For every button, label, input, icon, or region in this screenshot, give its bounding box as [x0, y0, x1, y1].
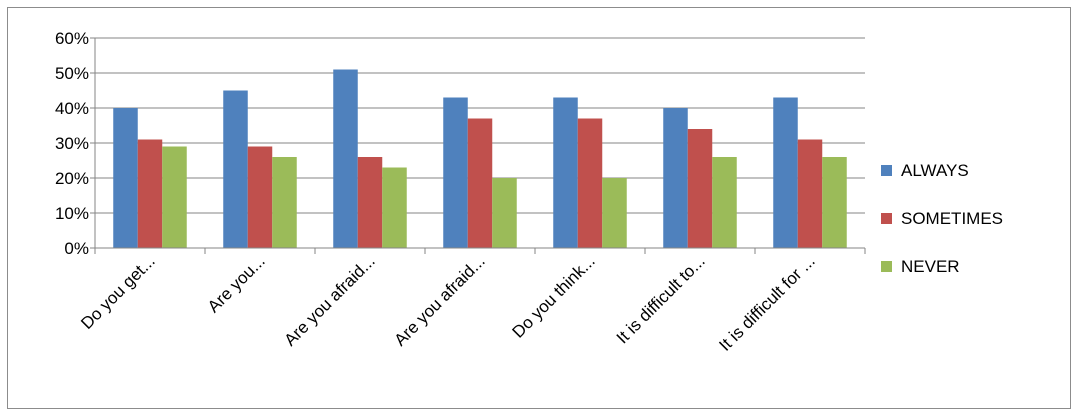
x-category-label: Do you think...: [509, 251, 599, 341]
bar: [382, 167, 407, 248]
bar: [602, 178, 627, 248]
legend: ALWAYS SOMETIMES NEVER: [881, 161, 1003, 276]
x-category-label: Do you get...: [77, 251, 159, 333]
y-tick-label: 40%: [55, 99, 89, 118]
bar: [663, 108, 688, 248]
bar: [492, 178, 517, 248]
legend-label: NEVER: [901, 257, 960, 276]
y-tick-label: 10%: [55, 204, 89, 223]
y-tick-label: 0%: [64, 239, 89, 258]
bar: [223, 90, 248, 248]
bar: [357, 157, 383, 248]
x-axis-category-labels: Do you get... Are you... Are you afraid...…: [77, 251, 819, 354]
y-tick-label: 60%: [55, 29, 89, 48]
bar: [712, 157, 737, 248]
bar: [333, 69, 358, 248]
legend-swatch: [881, 213, 892, 224]
bar: [137, 139, 163, 248]
bar: [797, 139, 823, 248]
legend-label: ALWAYS: [901, 161, 969, 180]
bar: [113, 108, 138, 248]
bar: [443, 97, 468, 248]
bar: [773, 97, 798, 248]
y-axis-tick-labels: 0% 10% 20% 30% 40% 50% 60%: [55, 29, 89, 258]
x-category-label: Are you afraid...: [391, 251, 489, 349]
y-tick-label: 20%: [55, 169, 89, 188]
bar: [687, 129, 713, 248]
x-category-label: Are you afraid...: [281, 251, 379, 349]
bar: [822, 157, 847, 248]
legend-label: SOMETIMES: [901, 209, 1003, 228]
y-tick-label: 50%: [55, 64, 89, 83]
legend-swatch: [881, 165, 892, 176]
bar: [577, 118, 603, 248]
x-category-label: Are you...: [204, 251, 269, 316]
y-tick-label: 30%: [55, 134, 89, 153]
bar: [553, 97, 578, 248]
bar: [162, 146, 187, 248]
axes: [90, 37, 866, 254]
x-category-label: It is difficult for ...: [715, 251, 818, 354]
bar: [467, 118, 493, 248]
x-category-label: It is difficult to...: [613, 251, 709, 347]
bar: [272, 157, 297, 248]
legend-swatch: [881, 261, 892, 272]
bars: [113, 69, 847, 248]
bar: [247, 146, 273, 248]
